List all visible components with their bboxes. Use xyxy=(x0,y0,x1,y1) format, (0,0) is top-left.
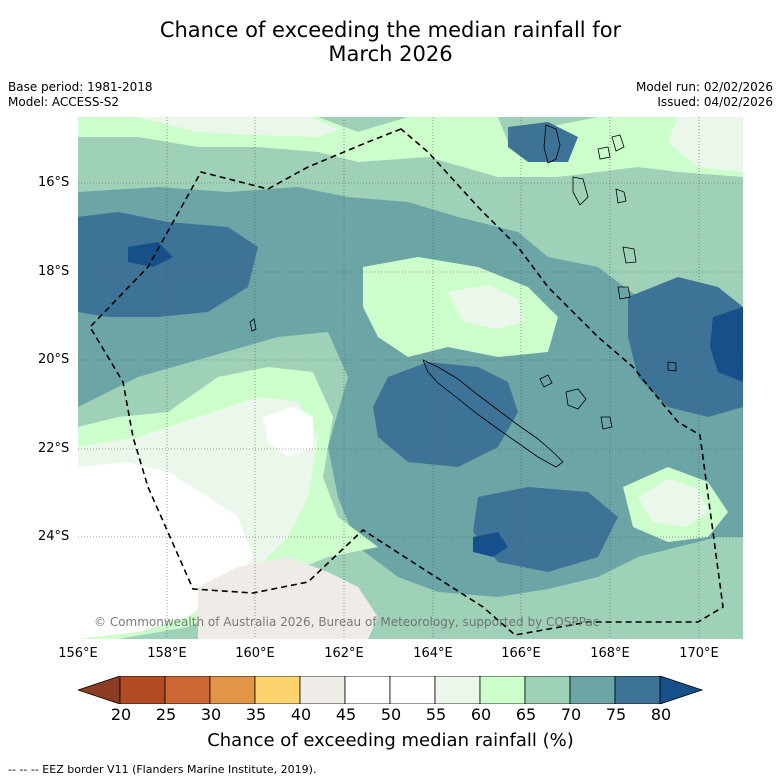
colorbar-segment xyxy=(524,676,571,704)
band-80-plus xyxy=(128,242,743,557)
colorbar-tick: 50 xyxy=(380,705,402,724)
eez-border xyxy=(88,128,724,636)
lon-label-160E: 160°E xyxy=(235,646,275,661)
map-region-55-60-northeast xyxy=(668,117,743,172)
loyalty-islands-coastline-1 xyxy=(565,388,587,410)
map-region-75-80-center xyxy=(373,362,518,467)
vanuatu-tanna xyxy=(617,286,631,300)
map-region-55-60-center xyxy=(448,285,523,329)
colorbar-tick: 60 xyxy=(470,705,492,724)
colorbar-segment xyxy=(614,676,661,704)
vanuatu-ambae xyxy=(611,134,625,152)
colorbar-segment xyxy=(479,676,526,704)
colorbar-extend-low xyxy=(78,676,121,704)
lon-label-168E: 168°E xyxy=(590,646,630,661)
meta-right: Model run: 02/02/2026 Issued: 04/02/2026 xyxy=(636,80,773,110)
title-line-1: Chance of exceeding the median rainfall … xyxy=(159,18,622,42)
colorbar-tick: 25 xyxy=(155,705,177,724)
colorbar xyxy=(78,676,704,704)
copyright-watermark: © Commonwealth of Australia 2026, Bureau… xyxy=(94,615,599,629)
colorbar-tick: 80 xyxy=(650,705,672,724)
lon-label-158E: 158°E xyxy=(147,646,187,661)
colorbar-segment xyxy=(569,676,616,704)
map-region-75-80-east xyxy=(628,277,743,417)
colorbar-tick: 30 xyxy=(200,705,222,724)
vanuatu-malekula xyxy=(572,176,589,206)
colorbar-tick: 20 xyxy=(110,705,132,724)
map-region-75-80-northwest xyxy=(78,212,258,317)
colorbar-tick: 65 xyxy=(515,705,537,724)
lat-label-20S: 20°S xyxy=(38,352,70,367)
lat-label-18S: 18°S xyxy=(38,264,70,279)
matthew-island xyxy=(667,361,677,372)
map-region-45-50 xyxy=(198,557,378,639)
lat-label-22S: 22°S xyxy=(38,441,70,456)
map-region-75-80-north xyxy=(508,122,578,162)
loyalty-islands-coastline-3 xyxy=(539,374,553,388)
map-region-75-80-south xyxy=(473,487,618,572)
colorbar-tick: 35 xyxy=(245,705,267,724)
colorbar-segment xyxy=(254,676,301,704)
vanuatu-islands xyxy=(543,124,637,300)
vanuatu-espiritu-santo xyxy=(543,124,561,164)
base-period: Base period: 1981-2018 xyxy=(8,80,153,94)
vanuatu-banks-islands xyxy=(597,146,611,160)
rainfall-map: © Commonwealth of Australia 2026, Bureau… xyxy=(78,117,743,639)
map-region-50-55-inner xyxy=(263,407,313,457)
colorbar-tick: 70 xyxy=(560,705,582,724)
chart-title: Chance of exceeding the median rainfall … xyxy=(0,18,781,66)
colorbar-tick: 55 xyxy=(425,705,447,724)
colorbar-segment xyxy=(209,676,256,704)
colorbar-tick: 45 xyxy=(335,705,357,724)
colorbar-label: Chance of exceeding median rainfall (%) xyxy=(207,730,574,751)
map-region-80-plus-east xyxy=(710,307,743,382)
map-region-80-plus-south xyxy=(473,532,508,557)
vanuatu-efate xyxy=(615,188,627,204)
lon-label-156E: 156°E xyxy=(58,646,98,661)
model-run: Model run: 02/02/2026 xyxy=(635,80,773,94)
lon-label-170E: 170°E xyxy=(679,646,719,661)
title-line-2: March 2026 xyxy=(328,42,453,66)
new-caledonia-coastline xyxy=(422,359,564,468)
colorbar-tick: 40 xyxy=(290,705,312,724)
lon-label-166E: 166°E xyxy=(501,646,541,661)
vanuatu-erromango xyxy=(622,246,637,264)
colorbar-segment xyxy=(434,676,481,704)
lat-label-16S: 16°S xyxy=(38,175,70,190)
colorbar-segment xyxy=(299,676,346,704)
lat-label-24S: 24°S xyxy=(38,529,70,544)
map-region-55-60-north xyxy=(138,117,338,137)
colorbar-tick: 75 xyxy=(605,705,627,724)
eez-footnote: -- -- -- EEZ border V11 (Flanders Marine… xyxy=(8,763,317,776)
colorbar-segment xyxy=(164,676,211,704)
model-name: Model: ACCESS-S2 xyxy=(8,95,120,109)
chesterfield-islets xyxy=(249,318,257,332)
map-region-55-60-east xyxy=(638,479,708,527)
band-75-80 xyxy=(78,122,743,572)
colorbar-segment xyxy=(119,676,166,704)
map-region-80-plus-west xyxy=(128,242,173,267)
loyalty-islands-coastline-2 xyxy=(600,416,613,430)
lon-label-164E: 164°E xyxy=(413,646,453,661)
colorbar-segment xyxy=(389,676,436,704)
meta-left: Base period: 1981-2018 Model: ACCESS-S2 xyxy=(8,80,153,110)
lon-label-162E: 162°E xyxy=(324,646,364,661)
colorbar-extend-high xyxy=(659,676,704,704)
colorbar-segment xyxy=(344,676,391,704)
issued-date: Issued: 04/02/2026 xyxy=(657,95,773,109)
